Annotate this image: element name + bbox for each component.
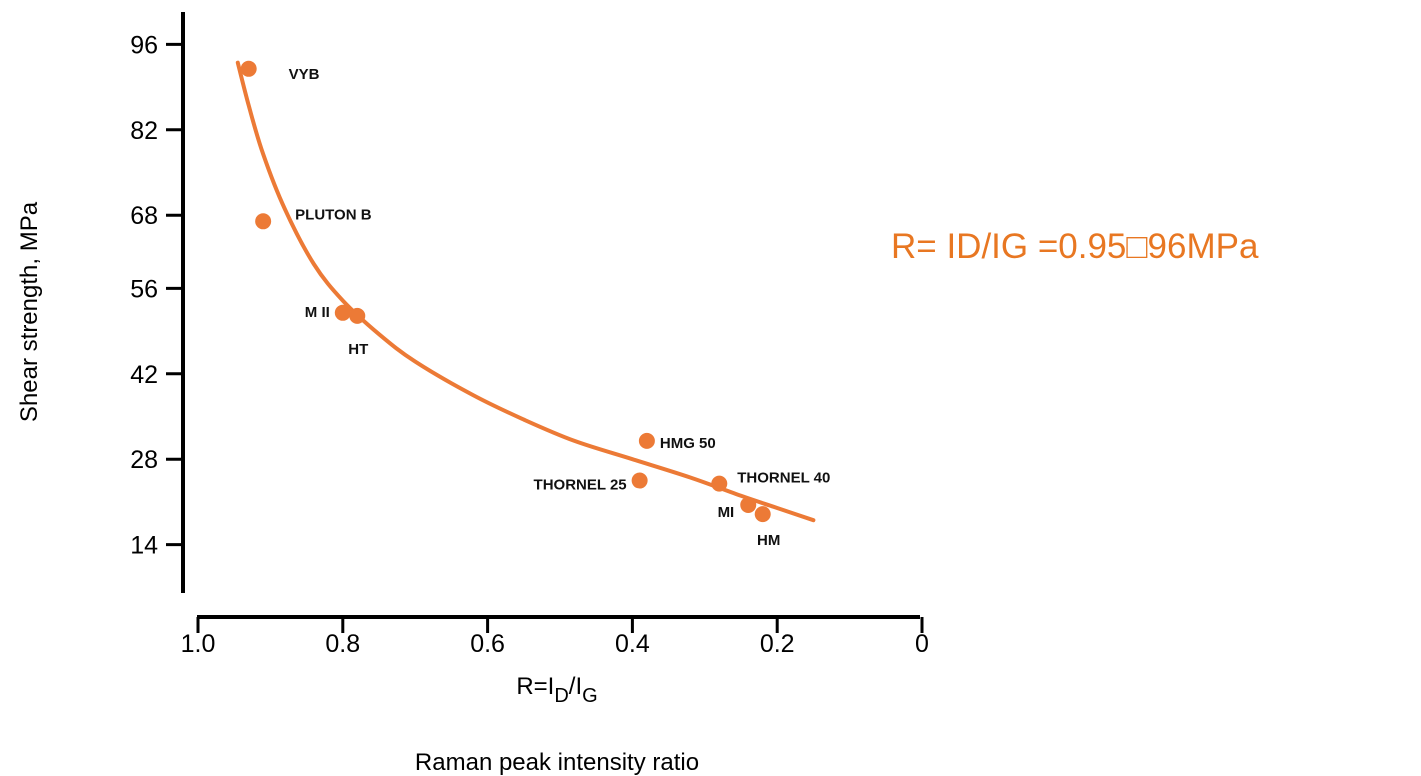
x-axis-title-sub-g: G [582,685,598,707]
y-tick-label: 96 [130,31,158,59]
y-ticks-layer: 14 28 42 56 68 82 96 [130,31,183,560]
data-point [754,506,771,523]
point-label: MI [718,504,735,521]
point-label: HT [348,341,368,358]
y-axis-title: Shear strength, MPa [16,201,43,422]
data-point [349,307,366,324]
point-label: VYB [289,66,320,83]
x-axis-title-sub-d: D [554,685,568,707]
ratio-annotation: R= ID/IG =0.95□96MPa [891,227,1259,266]
x-tick-label: 0.8 [325,630,360,658]
y-tick-label: 14 [130,532,158,560]
point-labels-layer: VYB PLUTON B M II HT HMG 50 THORNEL 25 THORNEL… [289,66,831,549]
x-axis-secondary-title: Raman peak intensity ratio [415,749,699,776]
x-tick-label: 1.0 [181,630,216,658]
x-tick-label: 0.2 [760,630,795,658]
x-axis-title-slash: /I [569,673,582,700]
x-tick-label: 0 [915,630,929,658]
data-point [740,496,757,513]
data-point [240,60,257,77]
points-layer [240,60,771,523]
point-label: HM [757,532,780,549]
x-tick-label: 0.6 [470,630,505,658]
point-label: M II [305,304,330,321]
x-tick-label: 0.4 [615,630,650,658]
fit-curve [235,60,816,523]
y-tick-label: 68 [130,202,158,230]
data-point [255,213,272,230]
y-tick-label: 82 [130,117,158,145]
data-point [711,475,728,492]
y-tick-label: 28 [130,446,158,474]
y-tick-label: 56 [130,275,158,303]
point-label: PLUTON B [295,206,372,223]
data-point [638,432,655,449]
point-label: HMG 50 [660,435,716,452]
y-tick-label: 42 [130,361,158,389]
point-label: THORNEL 40 [737,470,830,487]
point-label: THORNEL 25 [534,477,627,494]
x-axis-title: R=ID/IG [516,673,597,707]
x-ticks-layer: 1.0 0.8 0.6 0.4 0.2 0 [181,617,929,658]
x-axis-title-prefix: R=I [516,673,554,700]
data-point [334,304,351,321]
data-point [631,472,648,489]
curve-layer [235,60,816,523]
